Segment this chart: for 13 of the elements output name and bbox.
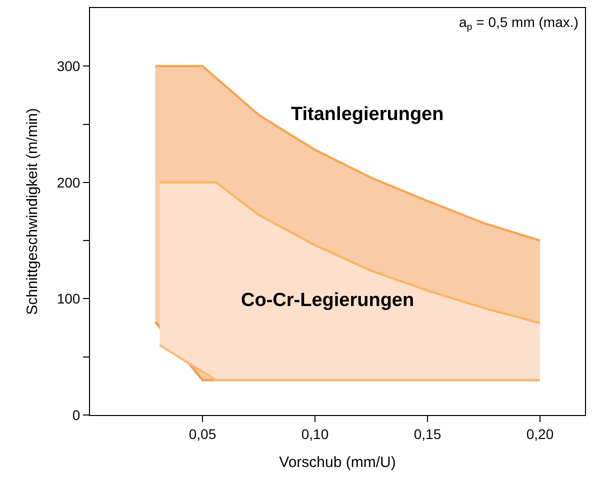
series-label: Co-Cr-Legierungen	[241, 290, 414, 311]
annotation: a$_{p}$ = 0,5 mm (max.)	[459, 14, 578, 33]
x-tick-label: 0,05	[188, 426, 216, 442]
y-axis-title: Schnittgeschwindigkeit (m/min)	[24, 108, 42, 315]
x-axis-title: Vorschub (mm/U)	[279, 454, 396, 471]
y-tick-label: 100	[56, 290, 80, 307]
y-tick-label: 0	[72, 406, 80, 423]
x-tick-label: 0,15	[414, 426, 442, 442]
x-tick-label: 0,10	[301, 426, 329, 442]
x-tick-label: 0,20	[526, 426, 554, 442]
series-label: Titanlegierungen	[291, 104, 444, 125]
y-tick-label: 200	[56, 174, 80, 190]
y-tick-label: 300	[56, 58, 80, 74]
